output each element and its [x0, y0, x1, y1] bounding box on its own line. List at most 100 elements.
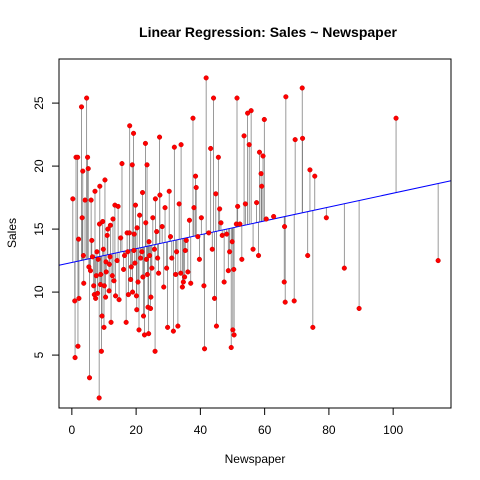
data-point	[114, 258, 120, 264]
data-point	[132, 260, 138, 266]
data-point	[225, 268, 231, 274]
data-point	[255, 252, 262, 259]
data-point	[136, 327, 142, 333]
data-point	[76, 236, 82, 242]
data-point	[135, 279, 141, 285]
data-point	[107, 254, 113, 260]
data-point	[169, 255, 175, 261]
data-point	[157, 134, 163, 140]
data-point	[151, 246, 157, 252]
data-point	[132, 202, 139, 208]
data-point	[85, 154, 91, 160]
data-point	[133, 293, 139, 299]
data-point	[173, 271, 179, 277]
data-point	[299, 85, 305, 91]
data-point	[80, 168, 86, 174]
data-point	[109, 273, 115, 279]
data-point	[100, 218, 106, 225]
data-point	[271, 213, 277, 220]
data-point	[282, 299, 288, 305]
data-point	[393, 115, 399, 121]
y-tick-label: 5	[32, 351, 46, 358]
data-point	[78, 104, 85, 110]
data-point	[231, 266, 237, 272]
data-point	[213, 191, 219, 197]
data-point	[146, 331, 152, 337]
data-point	[144, 162, 150, 168]
data-point	[178, 270, 184, 276]
data-point	[98, 271, 104, 277]
data-point	[75, 154, 81, 160]
data-point	[234, 95, 240, 101]
data-point	[186, 217, 193, 223]
data-point	[281, 279, 287, 285]
data-point	[229, 239, 235, 245]
data-point	[230, 327, 236, 333]
data-point	[103, 269, 109, 275]
data-point	[341, 265, 347, 271]
data-point	[292, 137, 298, 143]
data-point	[206, 230, 212, 236]
data-point	[250, 246, 256, 252]
data-point	[82, 197, 88, 203]
data-point	[256, 149, 263, 155]
data-point	[183, 237, 189, 243]
data-point	[254, 200, 260, 206]
x-axis: 0 20 40 60 80 100	[69, 407, 403, 437]
data-point	[259, 183, 265, 189]
data-point	[175, 323, 181, 329]
data-point	[179, 284, 185, 290]
regression-line	[58, 180, 452, 266]
data-point	[218, 220, 224, 226]
data-point	[148, 305, 154, 312]
data-point	[80, 252, 86, 259]
data-point	[201, 283, 207, 289]
data-point	[241, 133, 247, 139]
data-point	[134, 307, 140, 313]
data-point	[263, 216, 269, 222]
data-point	[323, 215, 329, 221]
data-point	[149, 265, 155, 271]
data-point	[123, 319, 129, 325]
data-point	[161, 284, 167, 290]
data-point	[221, 279, 227, 285]
data-point	[188, 280, 194, 286]
data-point	[87, 268, 94, 274]
data-point	[128, 276, 134, 283]
data-point	[134, 225, 140, 231]
data-point	[152, 196, 158, 202]
data-point	[92, 188, 98, 194]
data-point	[195, 234, 201, 240]
data-point	[131, 247, 137, 254]
data-point	[89, 254, 95, 260]
data-point	[310, 324, 316, 330]
data-point	[113, 293, 119, 299]
data-point	[101, 283, 107, 289]
data-point	[111, 278, 117, 284]
data-point	[140, 274, 146, 280]
data-point	[155, 255, 161, 261]
data-point	[198, 215, 204, 221]
chart-title: Linear Regression: Sales ~ Newspaper	[139, 24, 397, 40]
data-point	[101, 324, 107, 330]
x-axis-label: Newspaper	[225, 452, 286, 466]
data-point	[159, 224, 165, 230]
data-point	[312, 173, 318, 179]
data-point	[305, 252, 311, 259]
data-point	[176, 201, 182, 207]
data-point	[150, 215, 156, 221]
data-point	[164, 265, 170, 271]
data-point	[70, 196, 76, 202]
data-point	[128, 264, 134, 270]
data-point	[157, 192, 163, 198]
data-point	[182, 274, 188, 280]
data-point	[104, 232, 110, 238]
data-point	[245, 110, 251, 116]
data-point	[93, 295, 99, 301]
data-point	[110, 216, 116, 222]
data-point	[97, 183, 103, 189]
data-point	[213, 323, 219, 329]
data-point	[105, 226, 111, 232]
data-point	[79, 215, 85, 221]
